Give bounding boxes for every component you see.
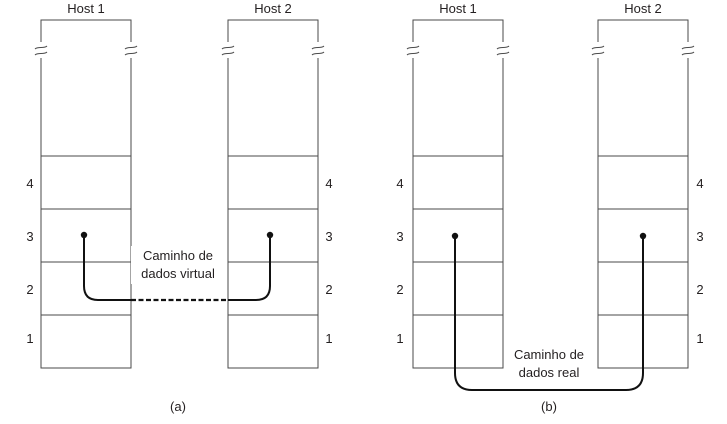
path-label-line2-a: dados virtual [141,266,215,281]
layer-1-right-a: 1 [325,331,332,346]
diagram-b: Host 1 Host 2 4 3 2 1 4 3 2 1 Caminho de… [396,1,703,414]
layer-2-right-b: 2 [696,282,703,297]
endpoint-dot-host1-a [80,231,88,239]
layer-1-left-a: 1 [26,331,33,346]
path-label-line1-a: Caminho de [143,248,213,263]
layer-3-right-a: 3 [325,229,332,244]
diagram-a: Host 1 Host 2 4 3 2 1 4 3 2 1 Caminho de… [26,1,332,414]
layer-4-right-b: 4 [696,176,703,191]
layer-4-right-a: 4 [325,176,332,191]
virtual-path-left-a [83,235,131,301]
path-label-line2-b: dados real [519,365,580,380]
layer-1-left-b: 1 [396,331,403,346]
real-path-b [454,236,644,391]
layer-4-left-b: 4 [396,176,403,191]
layer-1-right-b: 1 [696,331,703,346]
layer-2-right-a: 2 [325,282,332,297]
endpoint-dot-host1-b [451,232,459,240]
host1-label-b: Host 1 [439,1,477,16]
layer-3-left-b: 3 [396,229,403,244]
caption-b: (b) [541,399,557,414]
virtual-path-right-a [228,235,271,301]
layer-3-right-b: 3 [696,229,703,244]
host2-stack-a [221,19,325,369]
host2-label-a: Host 2 [254,1,292,16]
host1-label-a: Host 1 [67,1,105,16]
endpoint-dot-host2-a [266,231,274,239]
host1-stack-b [406,19,510,369]
caption-a: (a) [170,399,186,414]
endpoint-dot-host2-b [639,232,647,240]
layer-2-left-b: 2 [396,282,403,297]
layer-3-left-a: 3 [26,229,33,244]
host1-stack-a [34,19,138,369]
path-label-line1-b: Caminho de [514,347,584,362]
host2-label-b: Host 2 [624,1,662,16]
layer-4-left-a: 4 [26,176,33,191]
layer-2-left-a: 2 [26,282,33,297]
